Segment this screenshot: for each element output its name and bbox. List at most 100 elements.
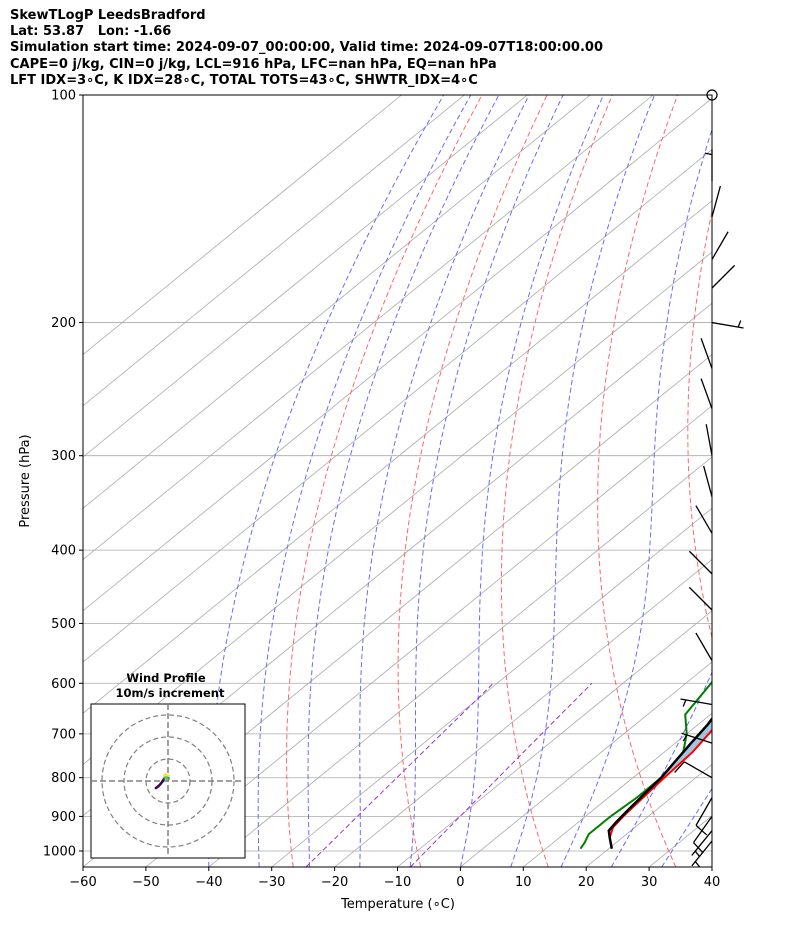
wind-barb bbox=[680, 698, 713, 707]
y-tick-label: 100 bbox=[51, 89, 76, 104]
mixing-ratio-line bbox=[410, 682, 593, 867]
isotherm-line bbox=[83, 200, 712, 714]
y-tick-label: 400 bbox=[51, 544, 76, 559]
moist-adiabat-line bbox=[510, 95, 655, 867]
chart-title: SkewTLogP LeedsBradford bbox=[10, 8, 206, 23]
wind-barb-calm bbox=[706, 89, 718, 101]
isotherm-line bbox=[334, 558, 712, 867]
isotherm-line bbox=[83, 95, 402, 356]
x-tick-label: −60 bbox=[69, 875, 96, 890]
simulation-time: Simulation start time: 2024-09-07_00:00:… bbox=[10, 40, 603, 56]
isotherm-line bbox=[271, 507, 712, 867]
location-coordinates: Lat: 53.87 Lon: -1.66 bbox=[10, 24, 172, 40]
wind-barb-half-flag bbox=[682, 734, 688, 742]
stability-indices: LFT IDX=3∘C, K IDX=28∘C, TOTAL TOTS=43∘C… bbox=[10, 72, 478, 88]
wind-barb bbox=[695, 505, 713, 534]
wind-barb-staff bbox=[695, 797, 713, 826]
dry-adiabat-line bbox=[597, 95, 678, 867]
y-tick-label: 800 bbox=[51, 771, 76, 786]
wind-barb-staff bbox=[688, 550, 713, 575]
wind-barb-half-flag bbox=[704, 152, 713, 156]
wind-barb-half-flag bbox=[737, 320, 742, 328]
moist-adiabat-line bbox=[307, 95, 500, 867]
moist-adiabat-line bbox=[257, 95, 472, 867]
moist-adiabat-line bbox=[661, 787, 712, 867]
x-tick-label: 0 bbox=[456, 875, 464, 890]
wind-barb-staff bbox=[705, 424, 713, 456]
isotherm-line bbox=[83, 95, 654, 561]
y-tick-label: 500 bbox=[51, 617, 76, 632]
hodograph-title: Wind Profile bbox=[126, 671, 206, 685]
y-tick-label: 600 bbox=[51, 677, 76, 692]
hodograph-subtitle: 10m/s increment bbox=[116, 686, 225, 700]
wind-barb bbox=[691, 840, 713, 868]
cin-shaded-area bbox=[608, 718, 712, 849]
wind-barb bbox=[700, 338, 713, 369]
x-tick-label: −40 bbox=[195, 875, 222, 890]
wind-barb-staff bbox=[711, 264, 736, 289]
y-axis-label: Pressure (hPa) bbox=[18, 434, 33, 527]
wind-barb-staff bbox=[695, 632, 713, 661]
wind-barb-half-flag bbox=[694, 850, 701, 858]
wind-barb-half-flag bbox=[694, 861, 701, 868]
x-tick-label: −30 bbox=[258, 875, 285, 890]
isotherm-line bbox=[83, 97, 712, 612]
wind-barb bbox=[691, 830, 713, 858]
x-tick-label: −20 bbox=[321, 875, 348, 890]
wind-barb-staff bbox=[688, 586, 713, 611]
isotherm-line bbox=[460, 661, 712, 867]
wind-barb-half-flag bbox=[682, 699, 687, 707]
isotherm-line bbox=[83, 95, 591, 509]
x-tick-label: 40 bbox=[704, 875, 721, 890]
wind-barb bbox=[688, 550, 713, 575]
x-tick-label: −50 bbox=[132, 875, 159, 890]
moist-adiabat-line bbox=[560, 127, 712, 867]
y-tick-label: 700 bbox=[51, 727, 76, 742]
wind-barb bbox=[674, 761, 713, 779]
convective-parameters: CAPE=0 j/kg, CIN=0 j/kg, LCL=916 hPa, LF… bbox=[10, 56, 497, 72]
wind-barb bbox=[711, 231, 729, 260]
dry-adiabat-line bbox=[687, 209, 712, 640]
chart-title-block: SkewTLogP LeedsBradford Lat: 53.87 Lon: … bbox=[10, 8, 603, 89]
isotherm-line bbox=[83, 95, 528, 458]
y-tick-label: 900 bbox=[51, 810, 76, 825]
wind-barb-staff bbox=[700, 378, 713, 409]
wind-barb bbox=[711, 185, 721, 218]
isotherm-line bbox=[648, 815, 712, 867]
wind-barb-staff bbox=[711, 185, 721, 218]
x-tick-label: 20 bbox=[578, 875, 595, 890]
dry-adiabat-line bbox=[397, 95, 548, 867]
wind-barb bbox=[704, 149, 713, 182]
moist-adiabat-line bbox=[711, 866, 712, 867]
y-tick-label: 300 bbox=[51, 449, 76, 464]
wind-barb-staff bbox=[711, 231, 729, 260]
parcel-path-line bbox=[607, 716, 712, 849]
y-tick-label: 1000 bbox=[43, 844, 76, 859]
dry-adiabat-line bbox=[773, 95, 794, 867]
moist-adiabat-line bbox=[459, 95, 604, 867]
wind-barb-staff bbox=[700, 338, 713, 369]
temperature-line bbox=[608, 728, 712, 849]
isotherm-line bbox=[523, 712, 712, 867]
wind-barb bbox=[695, 797, 713, 836]
dry-adiabat-line bbox=[286, 95, 483, 867]
mixing-ratio-line bbox=[305, 682, 494, 867]
isotherm-line bbox=[208, 456, 712, 867]
wind-barb bbox=[711, 320, 744, 329]
x-tick-label: 30 bbox=[641, 875, 658, 890]
wind-barb bbox=[705, 424, 713, 456]
wind-barb bbox=[700, 378, 713, 409]
x-tick-label: 10 bbox=[515, 875, 532, 890]
wind-barb bbox=[681, 732, 713, 744]
wind-barb-flag bbox=[674, 761, 685, 773]
wind-barb bbox=[711, 264, 736, 289]
wind-barb bbox=[703, 465, 713, 497]
wind-barb bbox=[695, 632, 713, 661]
wind-barb-staff bbox=[695, 505, 713, 534]
wind-barb-staff bbox=[692, 816, 713, 843]
dry-adiabat-line bbox=[500, 95, 613, 867]
y-tick-label: 200 bbox=[51, 316, 76, 331]
hodograph-ring bbox=[101, 714, 235, 848]
moist-adiabat-line bbox=[610, 671, 712, 867]
